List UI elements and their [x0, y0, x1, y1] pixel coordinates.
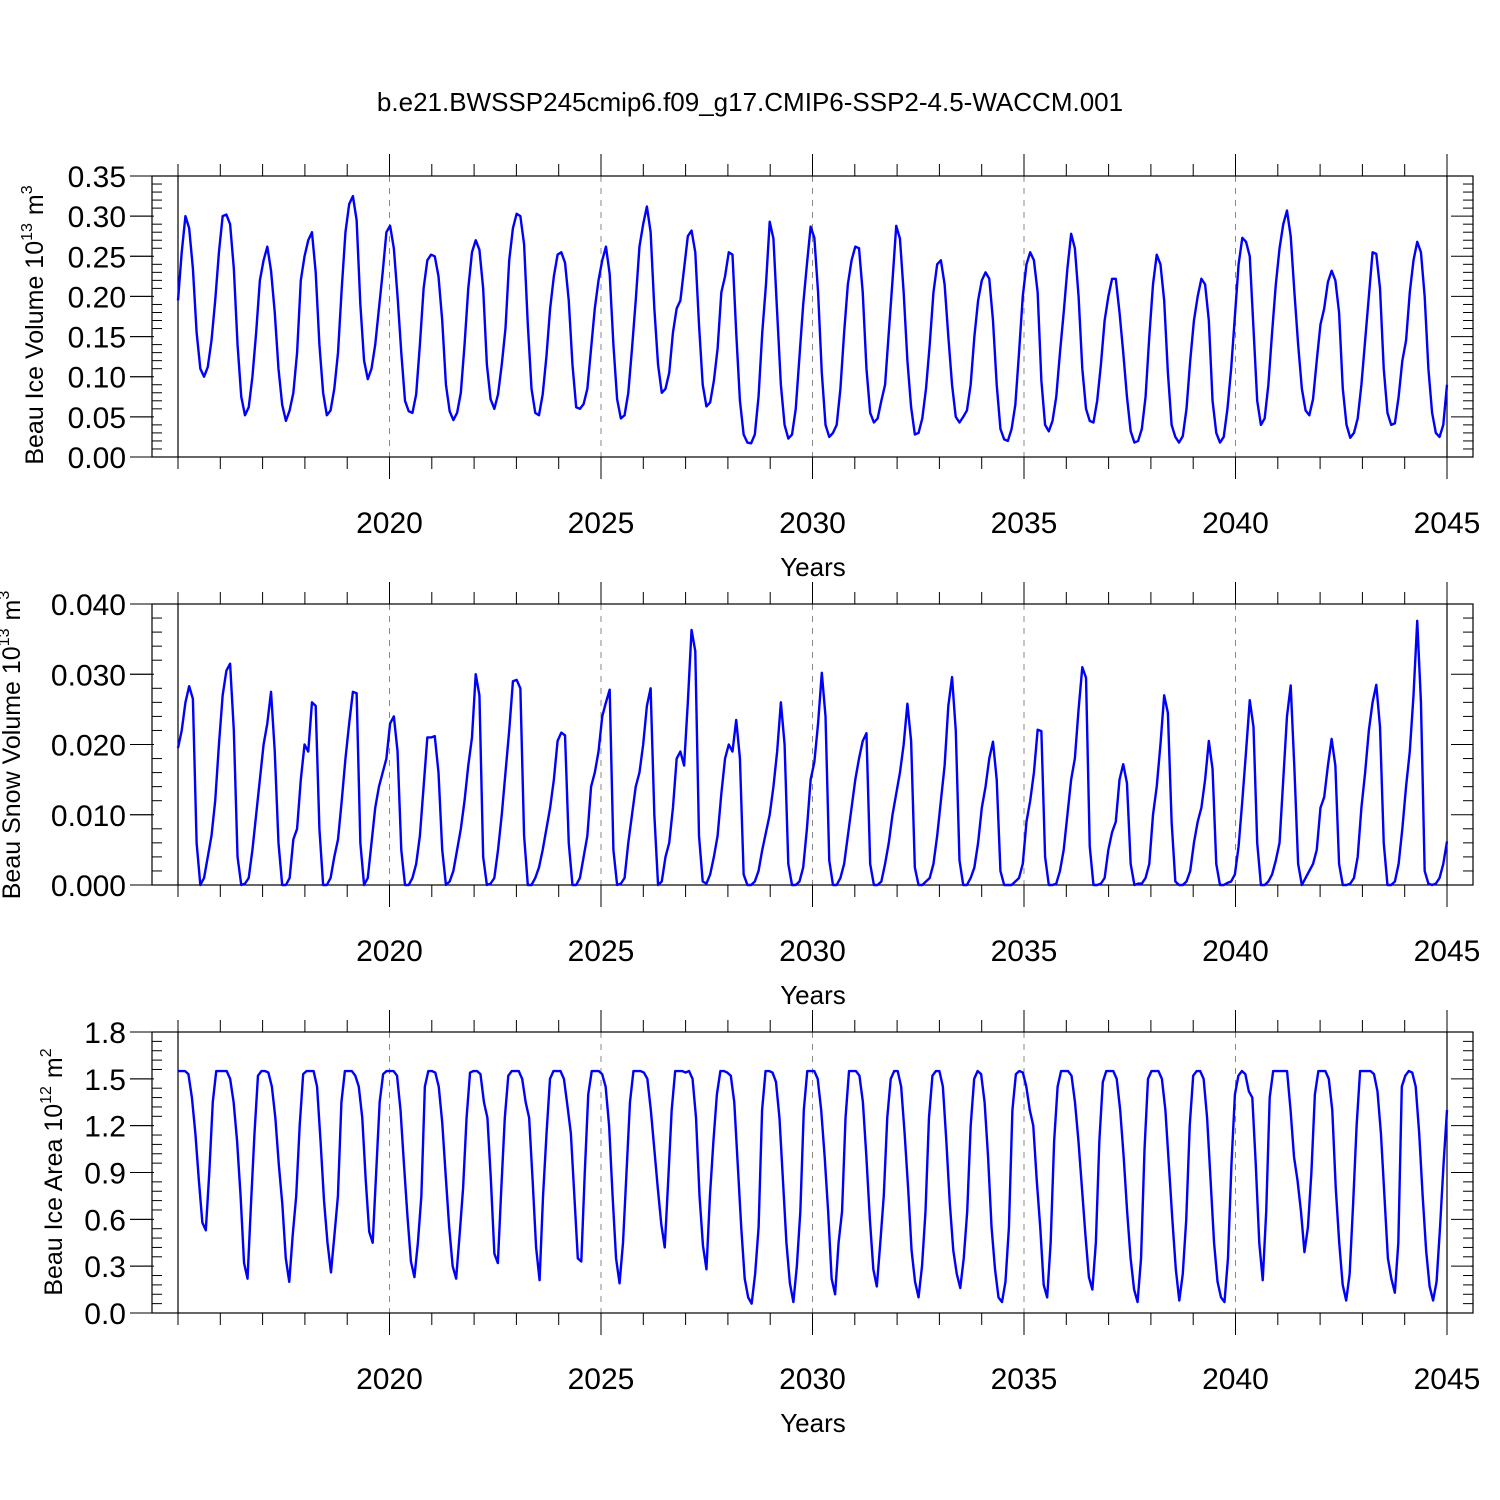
chart-0-xtick-label-2: 2030 [779, 507, 846, 540]
chart-2-xtick-label-4: 2040 [1202, 1363, 1269, 1396]
chart-1-xtick-label-4: 2040 [1202, 935, 1269, 968]
chart-0-xtick-label-5: 2045 [1414, 507, 1481, 540]
chart-1-xtick-label-1: 2025 [568, 935, 635, 968]
chart-2-xtick-label-1: 2025 [568, 1363, 635, 1396]
chart-2-xtick-label-0: 2020 [356, 1363, 423, 1396]
chart-2-xtick-label-5: 2045 [1414, 1363, 1481, 1396]
chart-1-series-line [176, 619, 1449, 887]
chart-1-ylabel-unit-exp: 3 [0, 591, 13, 600]
chart-0-xtick-label-1: 2025 [568, 507, 635, 540]
chart-2-ytick-label-6: 1.8 [84, 1017, 126, 1050]
chart-0-ytick-label-2: 0.10 [68, 362, 126, 395]
chart-2-plot-frame [151, 1031, 1474, 1314]
chart-2-xlabel: Years [780, 1408, 846, 1438]
snow-volume-panel: 0.000 0.010 0.020 0.030 0.040 2020 2025 2030 203… [0, 582, 1480, 1010]
chart-0-xlabel: Years [780, 552, 846, 582]
chart-1-ytick-label-4: 0.040 [51, 589, 126, 622]
chart-1-ylabel-base: Beau Snow Volume 10 [0, 646, 26, 899]
chart-0-xtick-label-0: 2020 [356, 507, 423, 540]
ice-volume-panel: 0.00 0.05 0.10 0.15 0.20 0.25 0.30 0.35 2020 2025… [19, 154, 1480, 582]
chart-2-ytick-label-4: 1.2 [84, 1111, 126, 1144]
chart-2-xtick-label-3: 2035 [991, 1363, 1058, 1396]
chart-2-ylabel-base: Beau Ice Area 10 [40, 1104, 68, 1296]
chart-2-ylabel-unit-exp: 2 [38, 1048, 55, 1057]
chart-2-ytick-label-2: 0.6 [84, 1204, 126, 1237]
chart-1-xtick-label-2: 2030 [779, 935, 846, 968]
chart-2-ytick-label-5: 1.5 [84, 1064, 126, 1097]
chart-1-xlabel: Years [780, 980, 846, 1010]
chart-1-ylabel: Beau Snow Volume 1013 m3 [0, 591, 26, 900]
chart-0-ytick-label-7: 0.35 [68, 161, 126, 194]
chart-2-ylabel-unit: m [40, 1057, 68, 1078]
chart-2-xtick-label-2: 2030 [779, 1363, 846, 1396]
chart-1-plot-frame [151, 603, 1474, 886]
chart-1-ylabel-unit: m [0, 600, 26, 621]
chart-1-xtick-label-3: 2035 [991, 935, 1058, 968]
figure-title: b.e21.BWSSP245cmip6.f09_g17.CMIP6-SSP2-4… [377, 87, 1123, 117]
chart-0-ylabel-exp: 13 [19, 223, 36, 241]
ice-area-panel: 0.0 0.3 0.6 0.9 1.2 1.5 1.8 2020 2025 2030 2035 204… [38, 1010, 1480, 1438]
chart-0-ytick-label-1: 0.05 [68, 402, 126, 435]
chart-0-plot-frame [151, 175, 1474, 458]
chart-0-ytick-label-0: 0.00 [68, 442, 126, 475]
chart-0-ylabel-base: Beau Ice Volume 10 [21, 241, 49, 465]
chart-1-ylabel-exp: 13 [0, 628, 13, 646]
chart-2-ylabel: Beau Ice Area 1012 m2 [38, 1048, 68, 1295]
chart-1-xtick-label-0: 2020 [356, 935, 423, 968]
chart-2-series-line [178, 1069, 1449, 1305]
chart-2-ytick-label-3: 0.9 [84, 1158, 126, 1191]
chart-0-ytick-label-5: 0.25 [68, 241, 126, 274]
chart-1-ytick-label-1: 0.010 [51, 800, 126, 833]
chart-0-ylabel-unit-exp: 3 [19, 185, 36, 194]
chart-1-xtick-label-5: 2045 [1414, 935, 1481, 968]
chart-0-xtick-label-3: 2035 [991, 507, 1058, 540]
chart-2-ylabel-exp: 12 [38, 1086, 55, 1104]
chart-1-ytick-label-3: 0.030 [51, 659, 126, 692]
chart-0-ylabel: Beau Ice Volume 1013 m3 [19, 185, 49, 464]
chart-2-ytick-label-1: 0.3 [84, 1251, 126, 1284]
chart-0-xtick-label-4: 2040 [1202, 507, 1269, 540]
chart-0-series-line [176, 194, 1449, 445]
chart-0-ytick-label-3: 0.15 [68, 322, 126, 355]
chart-1-ytick-label-0: 0.000 [51, 870, 126, 903]
chart-0-ytick-label-6: 0.30 [68, 201, 126, 234]
chart-0-ytick-label-4: 0.20 [68, 281, 126, 314]
chart-0-ylabel-unit: m [21, 194, 49, 215]
chart-1-ytick-label-2: 0.020 [51, 730, 126, 763]
chart-2-ytick-label-0: 0.0 [84, 1298, 126, 1331]
